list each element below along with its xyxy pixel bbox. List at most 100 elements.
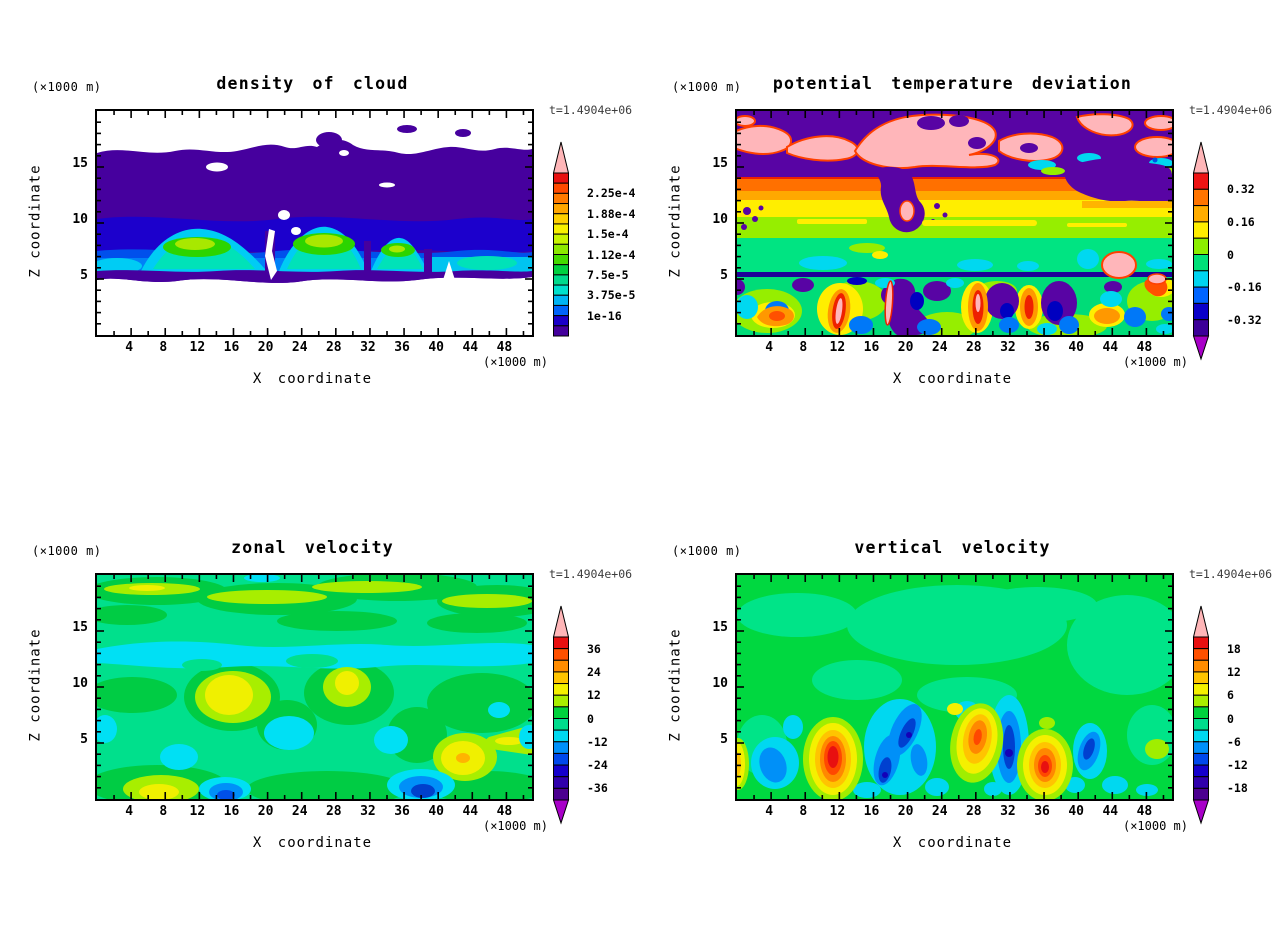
- z-tick-label: 5: [720, 268, 728, 283]
- x-tick-label: 32: [1000, 804, 1016, 819]
- x-tick-label: 4: [765, 804, 774, 819]
- x-tick-label: 44: [1102, 340, 1119, 355]
- panel-vertical-velocity: vertical velocity (×1000 m) t=1.4904e+06…: [640, 464, 1280, 926]
- time-annotation: t=1.4904e+06: [549, 103, 633, 117]
- colorbar-label: -12: [587, 734, 608, 749]
- x-tick-label: 36: [1034, 804, 1050, 819]
- x-tick-label: 48: [496, 804, 513, 819]
- plot-area: [735, 109, 1174, 337]
- colorbar-label: 0: [1227, 247, 1234, 262]
- colorbar-label: 0.32: [1227, 182, 1255, 197]
- x-tick-label: 8: [159, 340, 168, 355]
- axis-ticks: [737, 111, 1172, 335]
- x-axis-title: X coordinate: [892, 835, 1013, 851]
- page-title: potential temperature deviation: [772, 73, 1133, 93]
- x-tick-label: 48: [496, 340, 513, 355]
- colorbar-label: -36: [587, 781, 608, 796]
- x-tick-label: 12: [189, 340, 206, 355]
- y-axis-unit: (×1000 m): [672, 544, 742, 558]
- z-tick-label: 15: [72, 620, 88, 635]
- x-tick-label: 32: [360, 340, 376, 355]
- colorbar-label: -0.32: [1227, 312, 1262, 327]
- x-axis-title: X coordinate: [892, 371, 1013, 387]
- x-tick-label: 12: [829, 340, 846, 355]
- panel-zonal-velocity: zonal velocity (×1000 m) t=1.4904e+06 Z …: [0, 464, 640, 926]
- colorbar-label: 12: [587, 688, 601, 703]
- x-tick-label: 40: [1068, 340, 1084, 355]
- colorbar-label: 1e-16: [587, 308, 622, 323]
- x-tick-label: 36: [394, 804, 410, 819]
- updraft-2: [950, 703, 1004, 783]
- colorbar-top-arrow: [1192, 141, 1210, 174]
- axis-ticks: [737, 575, 1172, 799]
- colorbar-label: 0.16: [1227, 214, 1255, 229]
- x-axis-unit: (×1000 m): [482, 355, 548, 369]
- colorbar-label: 2.25e-4: [587, 186, 636, 201]
- z-tick-label: 15: [712, 156, 728, 171]
- contour-field: [737, 575, 1172, 799]
- colorbar-bottom-arrow: [552, 799, 570, 825]
- x-axis-unit: (×1000 m): [482, 819, 548, 833]
- x-axis-unit: (×1000 m): [1122, 819, 1188, 833]
- page-title: vertical velocity: [854, 537, 1051, 557]
- x-tick-label: 40: [428, 340, 444, 355]
- z-tick-label: 5: [80, 268, 88, 283]
- x-axis-unit: (×1000 m): [1122, 355, 1188, 369]
- x-tick-label: 20: [257, 804, 274, 819]
- x-tick-label: 4: [765, 340, 774, 355]
- x-tick-label: 16: [863, 340, 880, 355]
- x-axis-title: X coordinate: [252, 835, 373, 851]
- x-tick-label: 12: [189, 804, 206, 819]
- colorbar-label: 0: [1227, 711, 1234, 726]
- x-tick-label: 24: [291, 340, 308, 355]
- downdraft-navy: [878, 718, 1095, 783]
- z-tick-label: 5: [720, 732, 728, 747]
- x-tick-label: 36: [394, 340, 410, 355]
- y-axis-unit: (×1000 m): [672, 80, 742, 94]
- plot-area: [735, 573, 1174, 801]
- x-tick-label: 8: [799, 340, 808, 355]
- x-axis-title: X coordinate: [252, 371, 373, 387]
- x-tick-label: 16: [223, 340, 240, 355]
- x-tick-label: 4: [125, 804, 134, 819]
- colorbar-label: 1.5e-4: [587, 227, 629, 242]
- colorbar-top-arrow: [552, 605, 570, 638]
- colorbar-graphic: [1192, 605, 1210, 825]
- x-tick-label: 4: [125, 340, 134, 355]
- colorbar-graphic: [1192, 141, 1210, 361]
- x-tick-label: 20: [897, 804, 914, 819]
- z-tick-label: 10: [712, 676, 728, 691]
- x-tick-label: 16: [223, 804, 240, 819]
- colorbar-graphic: [552, 141, 570, 337]
- x-tick-label: 48: [1136, 340, 1153, 355]
- x-tick-label: 12: [829, 804, 846, 819]
- x-tick-label: 20: [897, 340, 914, 355]
- colorbar-label: -12: [1227, 758, 1248, 773]
- contour-field: [97, 111, 532, 335]
- colorbar: 18 12 6 0 -6 -12 -18: [1192, 605, 1280, 865]
- contour-field: [97, 575, 532, 799]
- page-title: density of cloud: [216, 73, 409, 93]
- colorbar-graphic: [552, 605, 570, 825]
- colorbar-bottom-arrow: [1192, 799, 1210, 825]
- x-tick-label: 24: [931, 340, 948, 355]
- x-tick-label: 36: [1034, 340, 1050, 355]
- colorbar-bottom-arrow: [1192, 335, 1210, 361]
- colorbar-label: -18: [1227, 781, 1248, 796]
- colorbar-label: 0: [587, 711, 594, 726]
- panel-potential-temperature-deviation: potential temperature deviation (×1000 m…: [640, 0, 1280, 463]
- colorbar-label: -6: [1227, 734, 1241, 749]
- z-tick-label: 10: [72, 212, 88, 227]
- x-tick-label: 8: [159, 804, 168, 819]
- x-tick-label: 48: [1136, 804, 1153, 819]
- colorbar-label: 1.88e-4: [587, 206, 636, 221]
- updraft-1: [803, 717, 863, 799]
- x-tick-label: 8: [799, 804, 808, 819]
- page-title: zonal velocity: [231, 537, 394, 557]
- colorbar-top-arrow: [552, 141, 570, 174]
- x-tick-label: 16: [863, 804, 880, 819]
- x-tick-label: 28: [325, 340, 342, 355]
- contour-field: [737, 111, 1172, 335]
- time-annotation: t=1.4904e+06: [1189, 103, 1273, 117]
- colorbar-label: -0.16: [1227, 280, 1262, 295]
